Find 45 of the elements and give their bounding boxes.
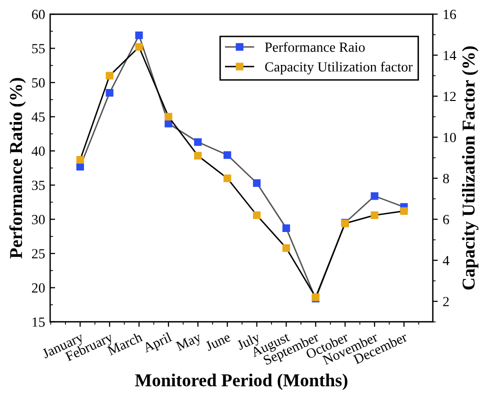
- point: [252, 211, 261, 220]
- point: [135, 32, 143, 40]
- y2-tick-label: 10: [444, 132, 456, 142]
- y-axis-title: Performance Ratio (%): [9, 78, 26, 258]
- x-tick-label: June: [204, 332, 232, 352]
- y-tick-label: 55: [32, 44, 45, 54]
- legend-label: Performance Raio: [264, 42, 365, 52]
- point: [252, 179, 261, 187]
- point: [224, 151, 232, 159]
- point: [164, 112, 172, 121]
- y2-tick-label: 6: [443, 214, 450, 224]
- point: [194, 152, 202, 160]
- point: [370, 192, 378, 200]
- y2-tick-label: 12: [444, 92, 456, 102]
- x-tick-label: May: [175, 332, 204, 354]
- y-tick-label: 30: [32, 214, 45, 224]
- point: [282, 244, 290, 252]
- point: [135, 43, 143, 51]
- y-tick-label: 50: [32, 78, 45, 88]
- point: [76, 156, 84, 164]
- legend-label: Capacity Utilization factor: [265, 62, 413, 74]
- y-tick-label: 25: [32, 249, 45, 258]
- y-tick-label: 35: [32, 180, 45, 190]
- y-tick-label: 40: [32, 146, 45, 156]
- y-tick-label: 20: [32, 283, 45, 293]
- y-tick-label: 45: [32, 112, 45, 122]
- y2-tick-label: 14: [444, 50, 456, 60]
- point: [370, 211, 378, 220]
- y2-tick-label: 8: [443, 174, 449, 184]
- point: [164, 120, 172, 128]
- point: [400, 207, 408, 215]
- y-tick-label: 15: [32, 318, 45, 327]
- y2-tick-label: 4: [442, 256, 450, 266]
- y2-tick-label: 16: [444, 10, 456, 20]
- y-tick-label: 60: [32, 10, 45, 20]
- y2-tick-label: 2: [443, 296, 449, 306]
- point: [224, 174, 232, 182]
- x-axis-title: Monitored Period (Months): [135, 374, 348, 390]
- point: [106, 88, 114, 97]
- point: [282, 224, 290, 232]
- y2-axis-title: Capacity Utilization Factor (%): [462, 46, 478, 290]
- point: [76, 162, 84, 170]
- point: [106, 72, 114, 80]
- x-tick-label: April: [142, 332, 174, 356]
- point: [194, 138, 202, 146]
